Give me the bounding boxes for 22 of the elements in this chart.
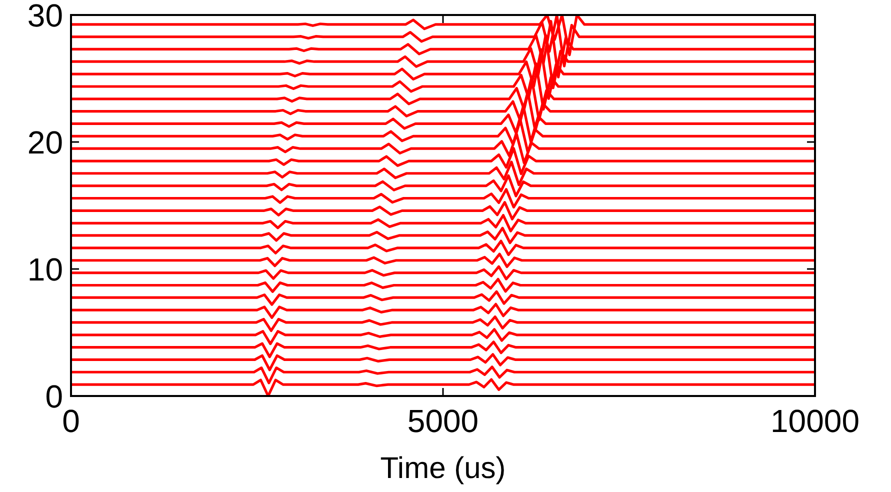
y-tick-label: 30 — [27, 0, 63, 34]
line-series — [71, 315, 815, 332]
y-tick-label: 20 — [27, 124, 63, 161]
line-series — [71, 328, 815, 346]
line-series — [71, 265, 815, 280]
line-series — [71, 378, 815, 396]
x-axis-title: Time (us) — [380, 452, 506, 485]
line-series — [71, 214, 815, 232]
line-series — [71, 353, 815, 372]
line-series — [71, 366, 815, 384]
line-series — [71, 340, 815, 358]
x-tick-label: 10000 — [770, 403, 860, 439]
x-tick-label: 5000 — [407, 403, 479, 439]
y-tick-label: 0 — [45, 378, 63, 415]
line-series — [71, 278, 815, 293]
line-series — [71, 290, 815, 306]
y-tick-label: 10 — [27, 252, 63, 288]
line-series — [71, 201, 815, 220]
line-series — [71, 252, 815, 268]
line-series — [71, 302, 815, 319]
line-series — [71, 240, 815, 256]
line-series — [71, 226, 815, 244]
